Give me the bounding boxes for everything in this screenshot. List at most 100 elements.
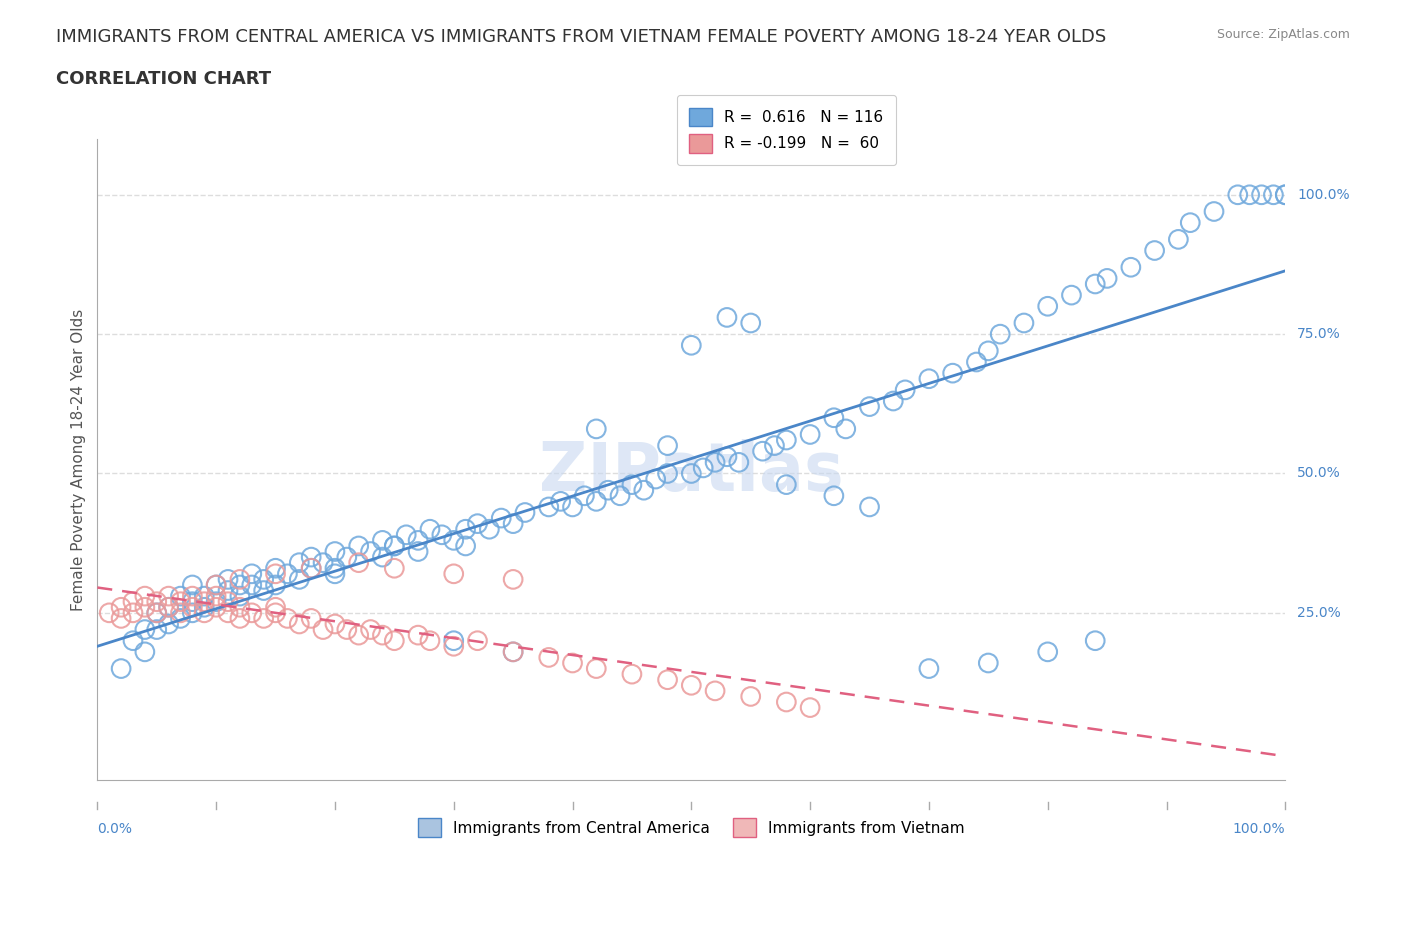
Point [110, 611, 132, 626]
Point [169, 589, 191, 604]
Point [217, 583, 239, 598]
Point [775, 432, 797, 447]
Point [299, 561, 322, 576]
Point [276, 611, 298, 626]
Point [323, 566, 346, 581]
Point [1060, 287, 1083, 302]
Point [835, 421, 858, 436]
Point [157, 589, 180, 604]
Point [382, 538, 405, 553]
Point [323, 544, 346, 559]
Point [205, 578, 228, 592]
Point [406, 628, 429, 643]
Point [1084, 276, 1107, 291]
Point [858, 399, 880, 414]
Point [1180, 215, 1202, 230]
Point [229, 578, 252, 592]
Point [550, 494, 572, 509]
Point [217, 594, 239, 609]
Point [264, 561, 287, 576]
Point [704, 684, 727, 698]
Y-axis label: Female Poverty Among 18-24 Year Olds: Female Poverty Among 18-24 Year Olds [72, 309, 86, 611]
Point [823, 410, 845, 425]
Point [918, 661, 941, 676]
Point [299, 550, 322, 565]
Point [229, 611, 252, 626]
Point [716, 449, 738, 464]
Point [882, 393, 904, 408]
Point [288, 617, 311, 631]
Point [110, 600, 132, 615]
Point [657, 466, 679, 481]
Point [312, 622, 335, 637]
Point [537, 650, 560, 665]
Point [561, 656, 583, 671]
Point [1239, 187, 1261, 202]
Point [406, 533, 429, 548]
Point [193, 605, 215, 620]
Point [240, 605, 263, 620]
Point [253, 572, 276, 587]
Point [288, 555, 311, 570]
Point [704, 455, 727, 470]
Point [205, 594, 228, 609]
Point [181, 600, 204, 615]
Point [134, 600, 156, 615]
Point [134, 622, 156, 637]
Point [858, 499, 880, 514]
Point [336, 622, 359, 637]
Point [288, 572, 311, 587]
Point [240, 566, 263, 581]
Point [478, 522, 501, 537]
Point [430, 527, 453, 542]
Point [347, 628, 370, 643]
Point [145, 605, 167, 620]
Point [918, 371, 941, 386]
Point [799, 427, 821, 442]
Point [574, 488, 596, 503]
Point [169, 594, 191, 609]
Point [299, 611, 322, 626]
Point [1274, 187, 1296, 202]
Text: CORRELATION CHART: CORRELATION CHART [56, 70, 271, 87]
Point [443, 533, 465, 548]
Point [264, 578, 287, 592]
Point [264, 566, 287, 581]
Point [1202, 204, 1225, 219]
Point [299, 561, 322, 576]
Point [134, 644, 156, 659]
Point [1119, 259, 1142, 274]
Point [620, 477, 643, 492]
Point [169, 611, 191, 626]
Point [1263, 187, 1285, 202]
Point [264, 600, 287, 615]
Point [799, 700, 821, 715]
Point [1167, 232, 1189, 246]
Point [598, 483, 620, 498]
Point [1012, 315, 1035, 330]
Point [205, 600, 228, 615]
Point [419, 522, 441, 537]
Point [181, 589, 204, 604]
Point [1084, 633, 1107, 648]
Point [467, 516, 489, 531]
Point [382, 538, 405, 553]
Point [181, 594, 204, 609]
Point [751, 444, 773, 458]
Point [502, 572, 524, 587]
Point [217, 605, 239, 620]
Point [371, 550, 394, 565]
Point [763, 438, 786, 453]
Point [657, 438, 679, 453]
Point [775, 695, 797, 710]
Point [491, 511, 513, 525]
Point [122, 605, 145, 620]
Point [740, 689, 762, 704]
Point [217, 572, 239, 587]
Point [110, 661, 132, 676]
Point [775, 477, 797, 492]
Point [633, 483, 655, 498]
Point [681, 338, 703, 352]
Point [347, 555, 370, 570]
Point [823, 488, 845, 503]
